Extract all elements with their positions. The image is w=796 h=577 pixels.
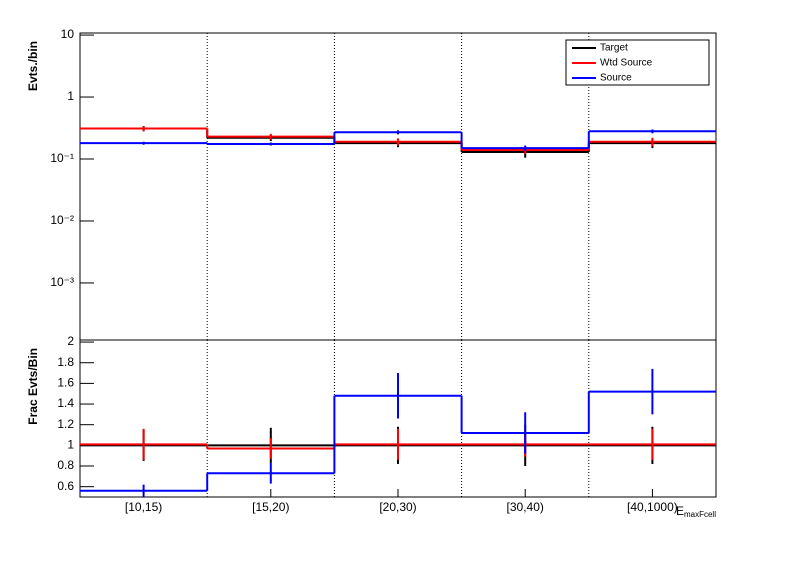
y-tick-label: 10⁻³ <box>50 275 74 289</box>
x-tick-label: [40,1000) <box>627 500 678 514</box>
y-tick-label: 1.4 <box>57 396 74 410</box>
legend-label: Wtd Source <box>600 58 653 69</box>
y-tick-label: 10 <box>61 27 75 41</box>
y-axis-label: Evts./bin <box>26 41 40 91</box>
legend-label: Source <box>600 73 632 84</box>
y-tick-label: 2 <box>67 334 74 348</box>
y-axis-label: Frac Evts/Bin <box>26 348 40 425</box>
y-tick-label: 1 <box>67 89 74 103</box>
y-tick-label: 10⁻² <box>50 213 74 227</box>
y-tick-label: 1 <box>67 438 74 452</box>
legend-label: Target <box>600 43 628 54</box>
series <box>80 126 716 155</box>
x-tick-label: [10,15) <box>125 500 162 514</box>
x-axis-label: EmaxFcell <box>676 504 716 519</box>
y-tick-label: 1.2 <box>57 417 74 431</box>
series <box>80 368 716 497</box>
y-tick-label: 1.8 <box>57 355 74 369</box>
x-tick-label: [30,40) <box>507 500 544 514</box>
y-tick-label: 0.6 <box>57 479 74 493</box>
y-tick-label: 1.6 <box>57 376 74 390</box>
series <box>80 129 716 151</box>
y-tick-label: 10⁻¹ <box>50 151 74 165</box>
y-tick-label: 0.8 <box>57 458 74 472</box>
x-tick-label: [20,30) <box>379 500 416 514</box>
x-tick-label: [15,20) <box>252 500 289 514</box>
